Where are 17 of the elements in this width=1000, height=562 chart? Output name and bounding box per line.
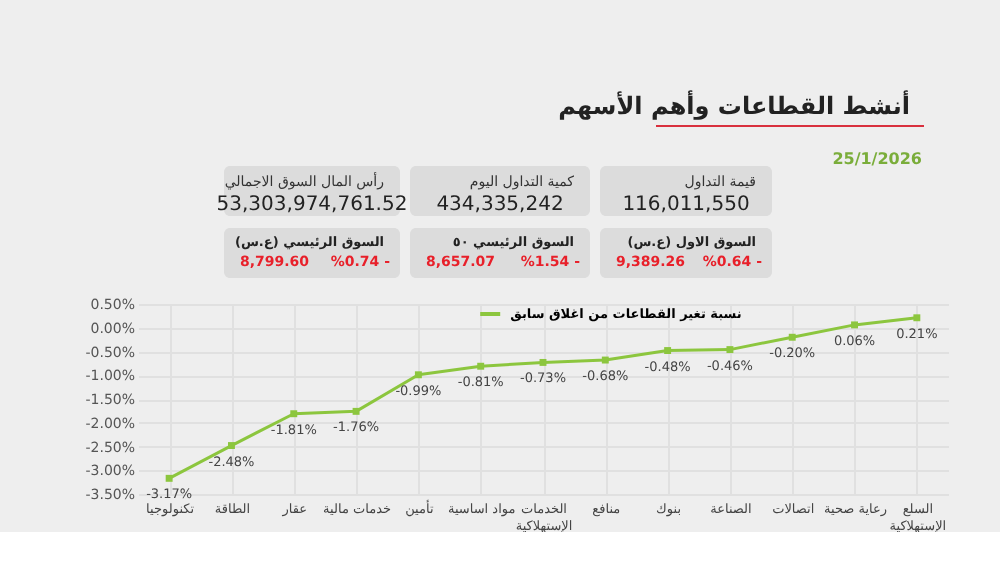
point bbox=[851, 321, 858, 329]
point bbox=[290, 410, 298, 418]
point bbox=[352, 407, 360, 415]
point bbox=[726, 346, 734, 354]
point bbox=[788, 333, 796, 341]
chart-title: أنشط القطاعات وأهم الأسهم bbox=[558, 90, 910, 120]
text: 116,011,550 bbox=[622, 194, 750, 216]
point bbox=[477, 362, 485, 370]
point bbox=[601, 356, 609, 364]
chart-subtitle: 25/1/2026 bbox=[832, 150, 923, 168]
text: 434,335,242 bbox=[436, 194, 564, 216]
text: 53,303,974,761.52 bbox=[216, 194, 408, 216]
point bbox=[228, 442, 235, 450]
point bbox=[414, 371, 422, 379]
point bbox=[165, 474, 173, 482]
point bbox=[664, 347, 672, 355]
point bbox=[913, 314, 921, 322]
